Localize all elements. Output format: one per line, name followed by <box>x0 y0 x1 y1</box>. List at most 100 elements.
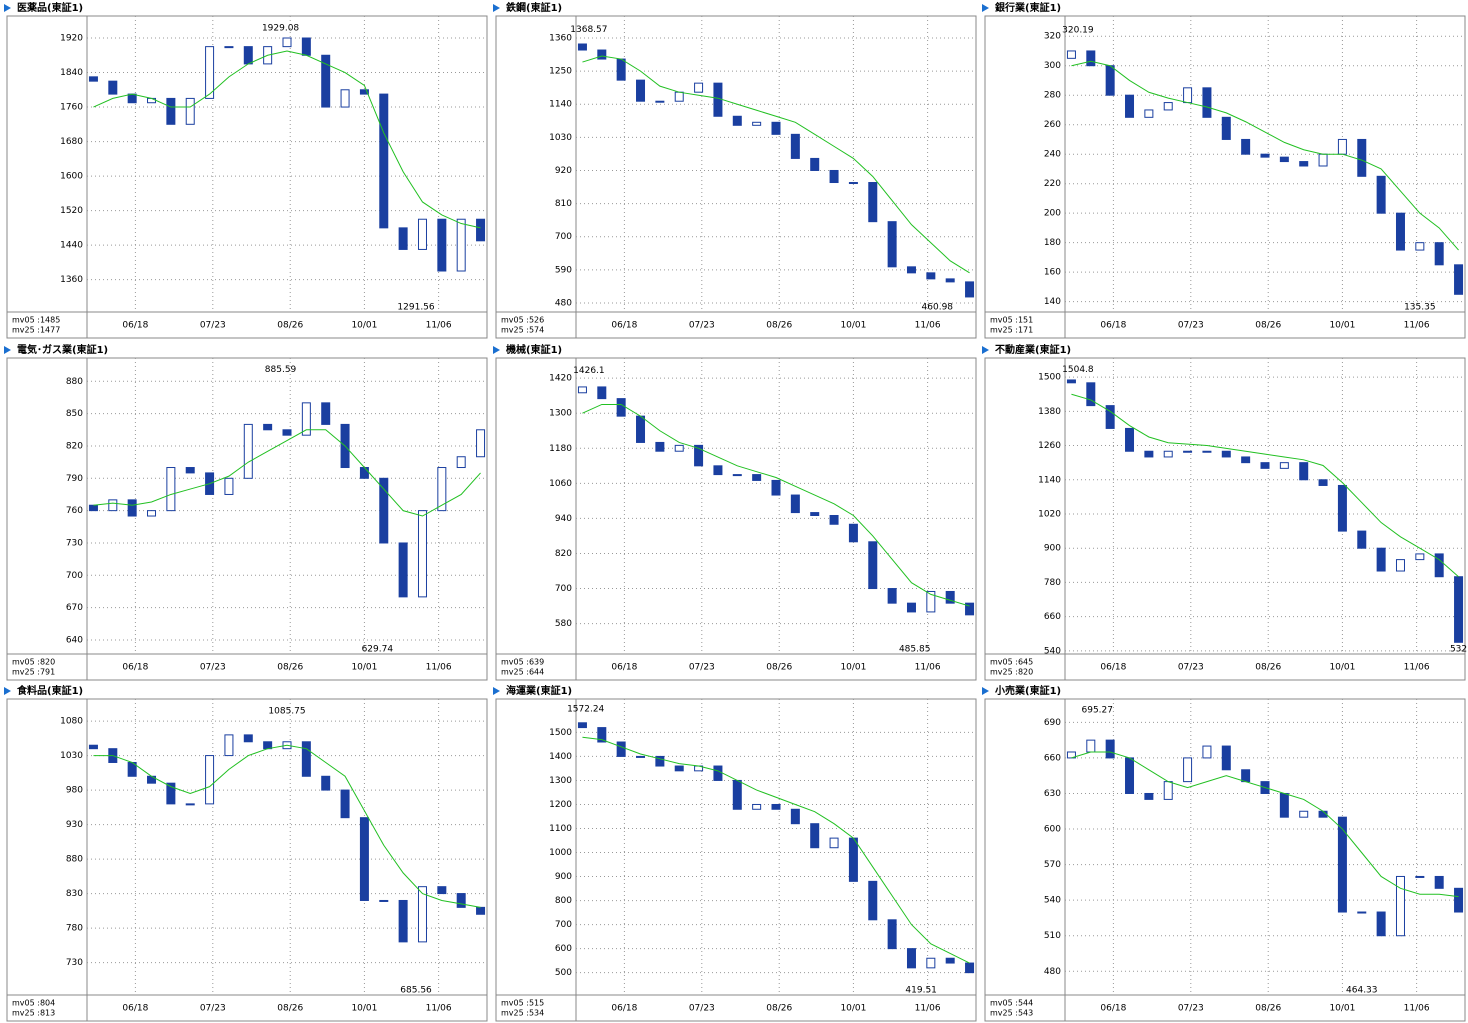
candle <box>771 479 781 496</box>
x-tick-label: 07/23 <box>689 1004 715 1014</box>
candle <box>417 510 427 598</box>
x-tick-label: 07/23 <box>1178 1004 1204 1014</box>
candle <box>1318 153 1328 167</box>
candle <box>321 402 331 425</box>
candle <box>1241 456 1251 464</box>
candle <box>1415 875 1425 878</box>
candle <box>166 97 176 125</box>
x-tick-label: 11/06 <box>1404 1004 1430 1014</box>
candle <box>906 948 916 969</box>
x-tick-label: 08/26 <box>1255 663 1281 673</box>
ma25-line <box>582 403 970 607</box>
y-tick-label: 590 <box>555 265 572 275</box>
y-tick-label: 200 <box>1044 209 1061 219</box>
candle <box>243 734 253 743</box>
y-tick-label: 580 <box>555 619 572 629</box>
candle <box>1144 450 1154 458</box>
y-tick-label: 790 <box>66 474 83 484</box>
candle <box>166 782 176 805</box>
candle <box>340 89 350 108</box>
x-tick-label: 10/01 <box>351 1004 377 1014</box>
candle <box>616 741 626 757</box>
candle <box>636 79 646 102</box>
x-tick-label: 11/06 <box>915 1004 941 1014</box>
chart-title: 鉄鋼(東証1) <box>506 1 562 14</box>
y-tick-label: 1250 <box>549 67 572 77</box>
candle <box>713 82 723 117</box>
candle <box>810 157 820 171</box>
y-tick-label: 1920 <box>60 34 83 44</box>
y-tick-label: 1360 <box>549 33 572 43</box>
candle <box>1279 156 1289 163</box>
candle <box>301 402 311 436</box>
candle <box>752 121 762 126</box>
candle <box>1163 102 1173 111</box>
x-tick-label: 08/26 <box>277 663 303 673</box>
candle <box>868 541 878 590</box>
candle <box>282 429 292 436</box>
y-tick-label: 700 <box>66 571 83 581</box>
candle <box>359 467 369 479</box>
candle <box>166 467 176 512</box>
y-tick-label: 930 <box>66 820 83 830</box>
y-tick-label: 700 <box>555 920 572 930</box>
x-tick-label: 07/23 <box>200 1004 226 1014</box>
y-tick-label: 1400 <box>549 752 572 762</box>
y-tick-label: 570 <box>1044 860 1061 870</box>
trough-label: 1291.56 <box>397 303 434 313</box>
peak-label: 695.27 <box>1082 706 1114 716</box>
x-tick-label: 06/18 <box>611 1004 637 1014</box>
y-tick-label: 800 <box>555 896 572 906</box>
y-tick-label: 320 <box>1044 32 1061 42</box>
x-tick-label: 07/23 <box>1178 663 1204 673</box>
candle <box>456 218 466 272</box>
candle <box>243 423 253 479</box>
candle <box>456 456 466 469</box>
candle <box>224 46 234 49</box>
y-tick-label: 1600 <box>60 172 83 182</box>
candle <box>1337 484 1347 532</box>
candle <box>417 886 427 943</box>
candle <box>771 121 781 135</box>
chart-title: 銀行業(東証1) <box>995 1 1061 14</box>
y-tick-label: 1300 <box>549 776 572 786</box>
candle <box>636 415 646 443</box>
candle <box>829 837 839 849</box>
candle <box>1202 745 1212 759</box>
candle <box>1183 87 1193 104</box>
y-tick-label: 1440 <box>60 241 83 251</box>
candle <box>1221 745 1231 771</box>
candle <box>1357 911 1367 914</box>
candle <box>926 272 936 280</box>
chart-title: 電気･ガス業(東証1) <box>17 343 108 356</box>
mv-text: mv25 :543 <box>990 1009 1033 1018</box>
candle <box>1454 887 1464 913</box>
candle <box>926 957 936 969</box>
y-tick-label: 880 <box>66 377 83 387</box>
x-tick-label: 08/26 <box>1255 321 1281 331</box>
title-marker <box>493 687 500 695</box>
candle <box>848 523 858 543</box>
y-tick-label: 1180 <box>549 444 572 454</box>
candle <box>1163 781 1173 800</box>
y-tick-label: 1030 <box>60 751 83 761</box>
candle <box>263 741 273 750</box>
mv-text: mv25 :813 <box>12 1009 55 1018</box>
candle <box>476 218 486 242</box>
candle <box>1415 553 1425 561</box>
candle <box>597 386 607 400</box>
candle <box>359 817 369 901</box>
y-tick-label: 600 <box>1044 825 1061 835</box>
candle <box>1434 242 1444 266</box>
candle <box>829 514 839 525</box>
chart-title: 機械(東証1) <box>506 343 562 356</box>
candle <box>732 779 742 810</box>
candle <box>1337 816 1347 913</box>
candle <box>655 100 665 103</box>
candle <box>379 899 389 902</box>
candle <box>1144 109 1154 118</box>
x-tick-label: 06/18 <box>1100 321 1126 331</box>
y-tick-label: 1500 <box>549 728 572 738</box>
candle <box>379 477 389 544</box>
candle <box>301 741 311 777</box>
